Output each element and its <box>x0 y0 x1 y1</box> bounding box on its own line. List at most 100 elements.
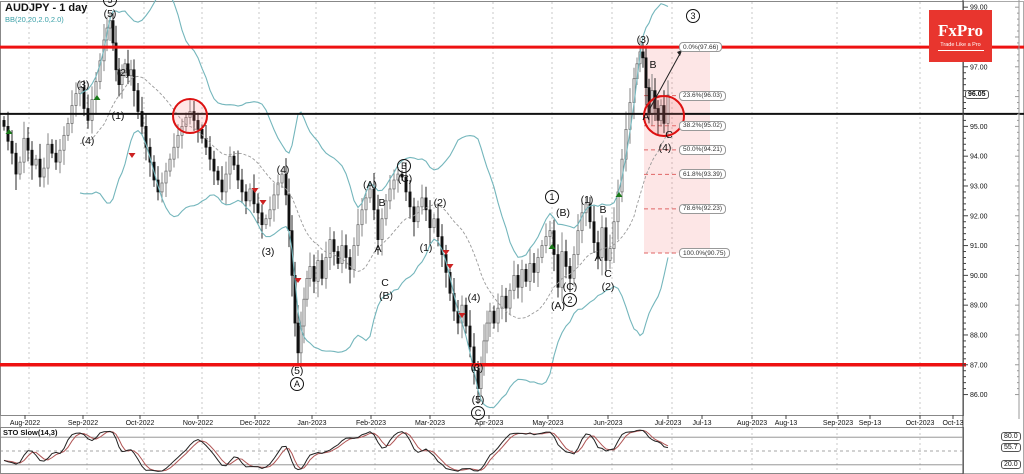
candle-body <box>90 99 94 121</box>
sell-arrow-icon <box>128 153 136 158</box>
candle-body <box>468 325 472 348</box>
candle-body <box>280 173 284 184</box>
candle-body <box>308 266 312 279</box>
fib-level-label: 0.0%(97.66) <box>679 42 723 53</box>
price-tick-label: 93.00 <box>970 183 988 190</box>
candle-body <box>600 227 604 258</box>
current-price-tag: 96.05 <box>965 90 989 100</box>
price-tick-label: 87.00 <box>970 362 988 369</box>
candle-body <box>164 170 168 184</box>
candle-body <box>464 304 468 327</box>
bb-lower-band <box>79 129 669 409</box>
sto-d-line <box>3 429 669 472</box>
date-tick-label: Oct-2023 <box>906 420 935 427</box>
wave-label-circled: C <box>471 406 485 420</box>
candle-body <box>512 275 516 291</box>
candle-body <box>624 129 628 160</box>
candle-body <box>548 230 552 237</box>
candle-body <box>276 182 280 196</box>
fxpro-logo: FxPro Trade Like a Pro <box>929 10 992 62</box>
date-tick-label: Dec-2022 <box>240 420 270 427</box>
wave-label: B <box>649 59 657 71</box>
candle-body <box>412 206 416 223</box>
candle-body <box>520 269 524 288</box>
wave-label: (A) <box>363 179 377 191</box>
date-tick-label: Sep-2022 <box>68 420 98 427</box>
candle-body <box>532 263 536 273</box>
candle-body <box>305 277 309 300</box>
candle-body <box>320 260 324 279</box>
wave-label: (B) <box>556 207 570 219</box>
candle-body <box>340 245 344 264</box>
candle-body <box>10 140 14 154</box>
candle-body <box>356 224 360 246</box>
candle-body <box>641 51 645 59</box>
fxpro-tagline: Trade Like a Pro <box>940 41 981 48</box>
candle-body <box>144 126 148 148</box>
candle-body <box>588 203 592 223</box>
date-tick-label: Sep-13 <box>859 420 882 427</box>
candle-body <box>268 209 272 220</box>
price-tick-label: 94.00 <box>970 154 988 161</box>
candle-body <box>428 209 432 229</box>
candle-body <box>123 63 127 74</box>
candle-body <box>396 173 400 181</box>
candle-body <box>348 257 352 270</box>
candle-body <box>256 203 260 214</box>
wave-label: (2) <box>116 67 130 79</box>
sto-axis-tag: 80.0 <box>1001 432 1021 442</box>
candle-body <box>216 170 220 181</box>
candle-body <box>312 266 316 282</box>
candle-body <box>524 269 528 282</box>
candle-body <box>540 245 544 258</box>
candle-body <box>400 173 404 178</box>
sto-axis-tag: 55.7 <box>1001 443 1021 453</box>
buy-arrow-icon <box>615 192 623 197</box>
wave-label: (1) <box>419 242 433 254</box>
candle-body <box>168 158 172 172</box>
wave-label-circled: 2 <box>563 293 577 307</box>
price-pane-border <box>0 1 964 416</box>
candle-body <box>42 167 46 178</box>
date-tick-label: Aug-2023 <box>737 420 767 427</box>
candle-body <box>404 176 408 193</box>
wave-label: (5) <box>471 394 485 406</box>
highlight-circle <box>643 95 685 137</box>
candle-body <box>248 188 252 202</box>
wave-label: (2) <box>433 197 447 209</box>
candle-body <box>228 155 232 175</box>
symbol-title: AUDJPY - 1 day <box>5 2 88 14</box>
candle-body <box>552 230 556 255</box>
candle-body <box>244 191 248 202</box>
wave-label-circled: B <box>397 159 411 173</box>
date-tick-label: Jun-2023 <box>593 420 622 427</box>
bollinger-indicator-label: BB(20,20,2.0,2.0) <box>5 15 64 24</box>
candle-body <box>200 129 204 139</box>
wave-label: C <box>381 277 389 289</box>
candle-body <box>54 152 58 163</box>
candle-body <box>62 134 66 151</box>
candle-body <box>46 143 50 169</box>
candle-body <box>160 182 164 193</box>
sell-arrow-icon <box>446 264 454 269</box>
buy-arrow-icon <box>5 129 13 134</box>
candle-body <box>440 236 444 255</box>
price-tick-label: 90.00 <box>970 273 988 280</box>
wave-label: B <box>599 204 607 216</box>
candle-body <box>408 191 412 208</box>
candle-body <box>508 289 512 309</box>
candle-body <box>485 322 489 342</box>
candle-body <box>196 120 200 130</box>
candle-body <box>114 42 118 71</box>
candle-body <box>260 212 264 226</box>
date-tick-label: Apr-2023 <box>475 420 504 427</box>
candle-body <box>2 120 6 127</box>
date-tick-label: Jan-2023 <box>297 420 326 427</box>
candle-body <box>184 117 188 127</box>
wave-label: B <box>378 197 386 209</box>
date-tick-label: Nov-2022 <box>183 420 213 427</box>
date-tick-label: Aug-2022 <box>10 420 40 427</box>
sto-k-line <box>3 429 669 472</box>
